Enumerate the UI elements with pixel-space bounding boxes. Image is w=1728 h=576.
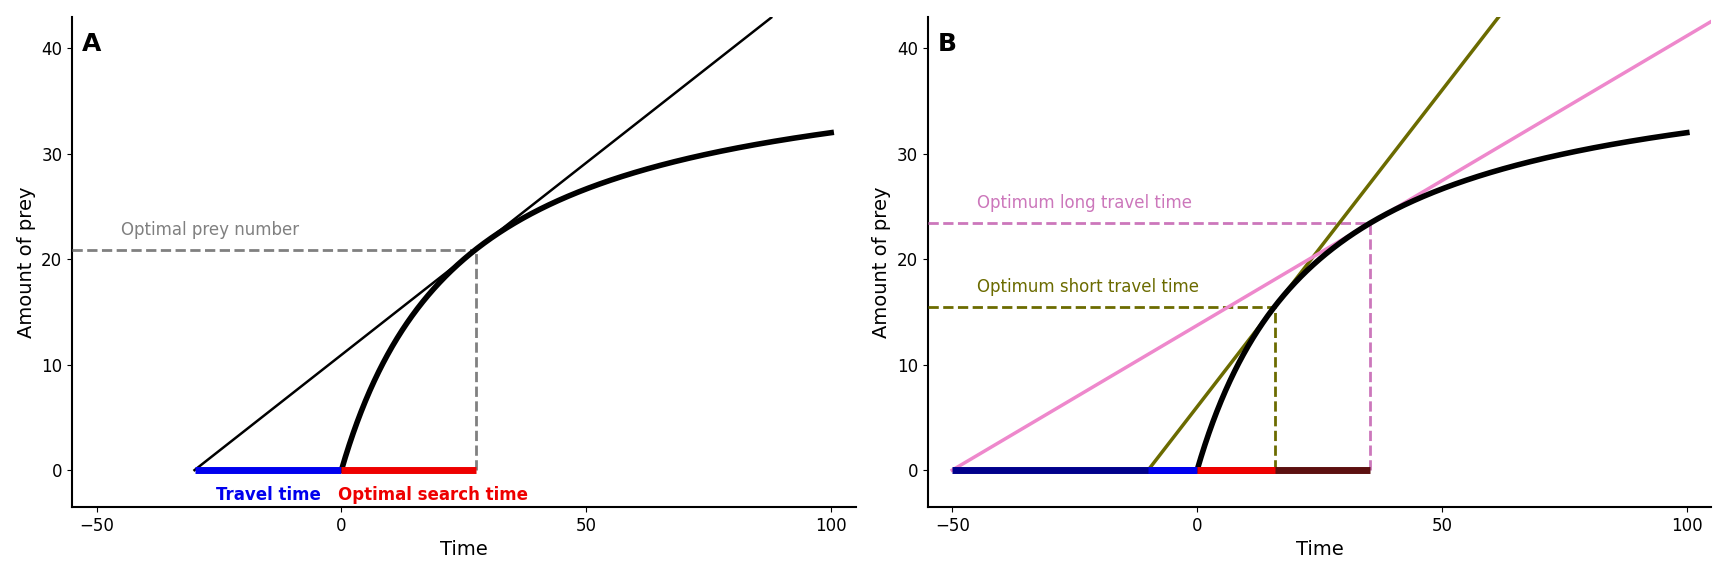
Text: Optimum short travel time: Optimum short travel time: [976, 278, 1199, 296]
Text: A: A: [81, 32, 102, 56]
Text: Optimum long travel time: Optimum long travel time: [976, 195, 1192, 213]
X-axis label: Time: Time: [441, 540, 487, 559]
Text: Travel time: Travel time: [216, 486, 320, 504]
Text: Optimal search time: Optimal search time: [339, 486, 529, 504]
Text: Optimal prey number: Optimal prey number: [121, 221, 299, 239]
Y-axis label: Amount of prey: Amount of prey: [873, 186, 892, 338]
X-axis label: Time: Time: [1296, 540, 1343, 559]
Text: B: B: [938, 32, 957, 56]
Y-axis label: Amount of prey: Amount of prey: [17, 186, 36, 338]
